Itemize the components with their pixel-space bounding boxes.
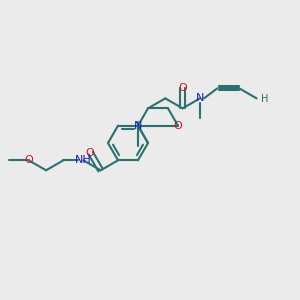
Text: N: N — [196, 93, 204, 103]
Text: O: O — [174, 121, 182, 131]
Text: H: H — [261, 94, 268, 104]
Text: NH: NH — [75, 155, 92, 165]
Text: O: O — [85, 148, 94, 158]
Text: O: O — [178, 83, 187, 93]
Text: N: N — [134, 121, 142, 131]
Text: O: O — [24, 155, 33, 165]
